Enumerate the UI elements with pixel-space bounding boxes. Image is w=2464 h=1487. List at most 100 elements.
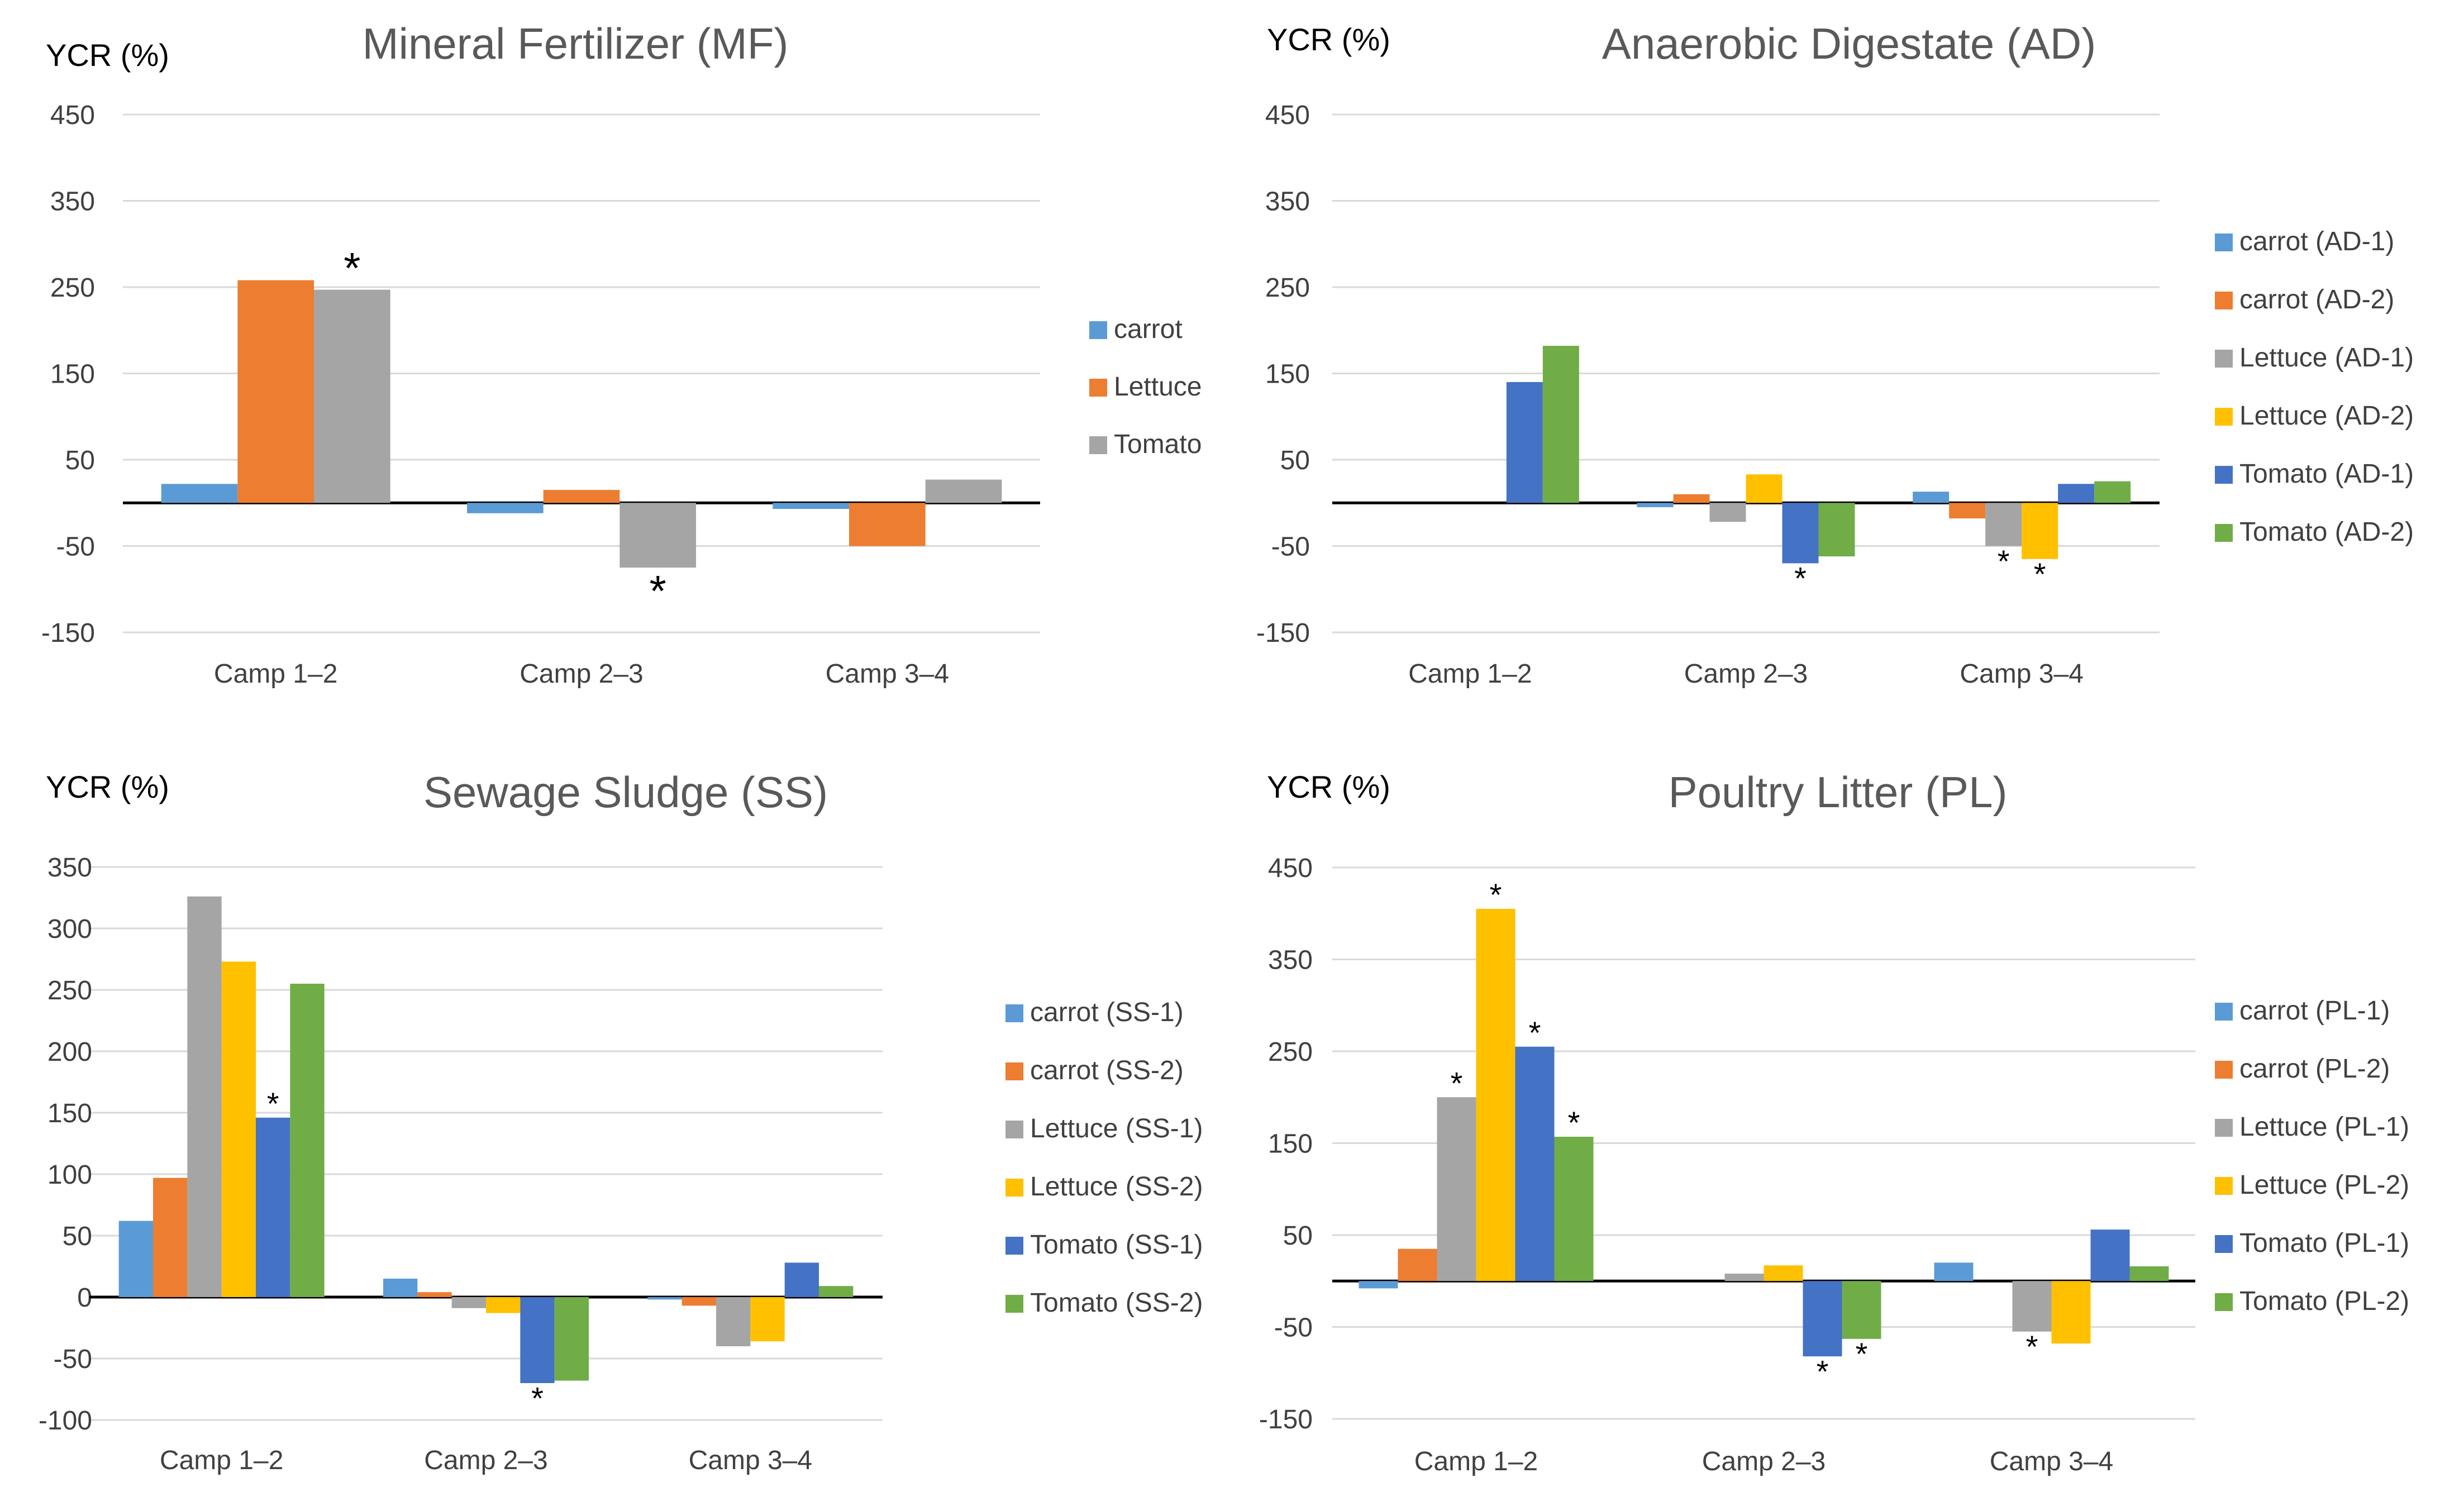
chart-title: Anaerobic Digestate (AD): [1602, 19, 2096, 68]
y-tick-label: 250: [1265, 273, 1310, 303]
bar-tomato-ad-2-camp-2-3: [1818, 503, 1855, 557]
y-tick-label: 150: [1268, 1129, 1313, 1159]
y-tick-label: -150: [1256, 618, 1310, 648]
bar-tomato-ad-1-camp-3-4: [2058, 484, 2095, 503]
legend-swatch: [1089, 321, 1107, 339]
y-tick-label: 100: [47, 1160, 92, 1190]
bar-carrot-pl-1-camp-1-2: [1359, 1281, 1398, 1289]
legend-swatch: [2215, 524, 2233, 542]
legend-swatch: [2215, 1177, 2233, 1195]
significance-star: *: [1451, 1065, 1463, 1100]
significance-star: *: [1856, 1336, 1868, 1371]
legend-item-tomato-ss-1: Tomato (SS-1): [1005, 1230, 1203, 1260]
bar-carrot-ss-2-camp-1-2: [153, 1178, 188, 1297]
legend-item-tomato-ss-2: Tomato (SS-2): [1005, 1288, 1203, 1318]
legend-item-carrot-ss-2: carrot (SS-2): [1005, 1056, 1184, 1085]
bar-tomato-pl-2-camp-3-4: [2129, 1266, 2169, 1281]
significance-star: *: [1998, 544, 2010, 579]
legend-swatch: [2215, 1003, 2233, 1021]
y-tick-label: 350: [50, 187, 95, 217]
chart-mineral-fertilizer: Mineral Fertilizer (MF) YCR (%) 450 350 250 1…: [41, 19, 1202, 689]
significance-star: *: [2026, 1329, 2038, 1364]
y-tick-label: 250: [47, 976, 92, 1005]
y-tick-label: -50: [56, 532, 95, 562]
legend-swatch: [1089, 436, 1107, 454]
bar-tomato-ad-1-camp-1-2: [1506, 382, 1543, 503]
legend-label: Lettuce (PL-1): [2239, 1112, 2409, 1142]
bar-carrot-ad-2-camp-2-3: [1673, 494, 1710, 503]
bar-carrot-camp-2-3: [467, 503, 544, 513]
bar-carrot-ss-2-camp-2-3: [417, 1292, 452, 1297]
bar-tomato-ss-1-camp-3-4: [784, 1262, 819, 1297]
y-axis-label: YCR (%): [1267, 22, 1390, 57]
chart-title: Mineral Fertilizer (MF): [363, 19, 789, 68]
legend-item-lettuce-ad-1: Lettuce (AD-1): [2215, 343, 2414, 373]
significance-star: *: [1817, 1353, 1829, 1389]
significance-star: *: [2034, 556, 2046, 592]
bar-carrot-ss-1-camp-3-4: [647, 1297, 682, 1300]
legend-item-lettuce-ss-2: Lettuce (SS-2): [1005, 1172, 1203, 1202]
y-axis-label: YCR (%): [46, 37, 169, 73]
bar-tomato-camp-2-3: [619, 503, 696, 568]
bar-lettuce-ss-2-camp-2-3: [486, 1297, 521, 1313]
significance-star: *: [1794, 561, 1807, 596]
significance-star: *: [649, 566, 666, 615]
x-category-label: Camp 1–2: [1414, 1447, 1538, 1476]
legend-swatch: [2215, 1061, 2233, 1079]
bar-tomato-pl-1-camp-1-2: [1515, 1046, 1555, 1281]
legend-swatch: [2215, 233, 2233, 251]
significance-star: *: [1490, 877, 1502, 912]
legend-item-lettuce: Lettuce: [1089, 372, 1202, 402]
bar-carrot-ss-1-camp-1-2: [118, 1221, 153, 1297]
x-category-label: Camp 3–4: [826, 659, 949, 689]
bar-lettuce-ad-1-camp-2-3: [1709, 503, 1746, 522]
legend-label: Tomato (PL-1): [2239, 1228, 2409, 1258]
legend-item-tomato-ad-1: Tomato (AD-1): [2215, 459, 2414, 489]
bar-lettuce-pl-1-camp-2-3: [1724, 1274, 1764, 1281]
bar-tomato-ss-2-camp-1-2: [290, 984, 325, 1297]
y-axis-label: YCR (%): [1267, 769, 1390, 804]
bar-lettuce-camp-1-2: [237, 280, 314, 503]
legend-item-carrot-pl-1: carrot (PL-1): [2215, 996, 2390, 1026]
legend-item-lettuce-ss-1: Lettuce (SS-1): [1005, 1114, 1203, 1143]
legend-label: Tomato (SS-1): [1030, 1230, 1203, 1260]
y-tick-label: 50: [1283, 1221, 1313, 1251]
y-tick-label: 50: [65, 446, 95, 475]
y-axis-label: YCR (%): [46, 769, 169, 804]
legend-swatch: [2215, 1119, 2233, 1137]
legend-item-carrot-ad-1: carrot (AD-1): [2215, 227, 2394, 256]
y-tick-label: -150: [41, 618, 95, 648]
y-tick-label: 450: [1265, 101, 1310, 130]
bar-tomato-pl-2-camp-2-3: [1842, 1281, 1881, 1339]
x-category-label: Camp 2–3: [520, 659, 643, 689]
bar-tomato-pl-1-camp-2-3: [1803, 1281, 1842, 1357]
legend-item-tomato-pl-1: Tomato (PL-1): [2215, 1228, 2409, 1258]
bar-lettuce-pl-2-camp-3-4: [2051, 1281, 2091, 1344]
legend-swatch: [2215, 350, 2233, 368]
y-tick-label: -50: [1274, 1313, 1313, 1343]
legend-swatch: [1089, 379, 1107, 397]
bar-carrot-camp-1-2: [161, 484, 238, 503]
bar-tomato-ss-1-camp-1-2: [256, 1117, 290, 1297]
bar-lettuce-camp-2-3: [543, 490, 620, 503]
bar-tomato-ad-2-camp-3-4: [2094, 481, 2131, 503]
legend-swatch: [1005, 1062, 1023, 1080]
bar-carrot-pl-2-camp-1-2: [1398, 1248, 1437, 1281]
bar-lettuce-ad-2-camp-2-3: [1746, 474, 1783, 503]
y-tick-label: 250: [1268, 1037, 1313, 1067]
legend-swatch: [1005, 1179, 1023, 1197]
y-tick-label: -50: [1271, 532, 1310, 562]
y-tick-label: 250: [50, 273, 95, 303]
y-tick-label: 150: [50, 360, 95, 389]
y-tick-label: 450: [1268, 854, 1313, 883]
significance-star: *: [344, 244, 360, 293]
y-tick-label: 350: [1268, 946, 1313, 975]
bar-lettuce-ad-1-camp-3-4: [1985, 503, 2022, 546]
bar-tomato-camp-1-2: [314, 289, 390, 503]
y-tick-label: -100: [39, 1406, 92, 1436]
legend-label: carrot (AD-1): [2239, 227, 2394, 256]
bar-lettuce-pl-2-camp-2-3: [1764, 1265, 1803, 1281]
legend-swatch: [1005, 1295, 1023, 1313]
bar-carrot-camp-3-4: [773, 503, 849, 509]
bar-lettuce-ss-1-camp-3-4: [716, 1297, 751, 1346]
